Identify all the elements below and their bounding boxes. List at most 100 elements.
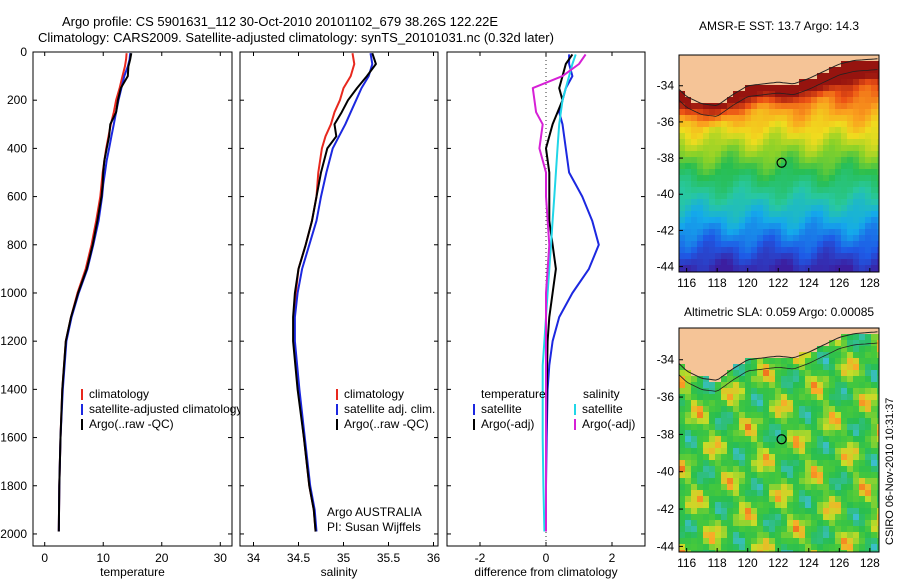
map-cell <box>817 157 823 163</box>
y-tick-label: -38 <box>657 427 675 441</box>
argo-location-marker <box>776 434 787 445</box>
map-cell <box>865 334 871 340</box>
map-cell <box>709 169 715 175</box>
map-cell <box>841 163 847 169</box>
map-cell <box>703 85 709 91</box>
map-cell <box>823 550 829 552</box>
map-cell <box>763 79 769 85</box>
map-cell <box>859 169 865 175</box>
map-cell <box>877 508 879 514</box>
map-cell <box>721 169 727 175</box>
map-cell <box>865 85 871 91</box>
map-cell <box>787 235 793 241</box>
map-cell <box>703 532 709 538</box>
map-cell <box>805 139 811 145</box>
map-cell <box>865 364 871 370</box>
map-cell <box>751 157 757 163</box>
map-cell <box>817 115 823 121</box>
map-cell <box>775 520 781 526</box>
map-cell <box>859 334 865 340</box>
map-cell <box>805 460 811 466</box>
map-cell <box>745 259 751 265</box>
map-cell <box>727 412 733 418</box>
map-cell <box>871 115 877 121</box>
x-tick-label: -2 <box>475 551 486 565</box>
map-cell <box>697 121 703 127</box>
map-cell <box>691 163 697 169</box>
map-cell <box>727 145 733 151</box>
map-cell <box>781 388 787 394</box>
map-cell <box>703 328 709 334</box>
map-cell <box>841 115 847 121</box>
map-cell <box>787 259 793 265</box>
map-cell <box>703 151 709 157</box>
map-cell <box>865 496 871 502</box>
map-cell <box>709 253 715 259</box>
map-cell <box>823 85 829 91</box>
map-cell <box>727 187 733 193</box>
map-cell <box>799 382 805 388</box>
map-cell <box>781 205 787 211</box>
map-cell <box>769 454 775 460</box>
map-cell <box>793 490 799 496</box>
x-tick-label: 35 <box>337 551 351 565</box>
map-cell <box>859 550 865 552</box>
map-cell <box>787 430 793 436</box>
map-cell <box>793 460 799 466</box>
y-tick-label: 1800 <box>0 479 27 493</box>
map-cell <box>853 61 859 67</box>
map-cell <box>685 169 691 175</box>
map-cell <box>829 67 835 73</box>
map-cell <box>721 436 727 442</box>
map-cell <box>739 328 745 334</box>
map-cell <box>763 163 769 169</box>
map-cell <box>787 478 793 484</box>
map-cell <box>799 544 805 550</box>
map-cell <box>757 532 763 538</box>
map-cell <box>727 133 733 139</box>
map-cell <box>841 91 847 97</box>
map-cell <box>799 241 805 247</box>
map-cell <box>709 235 715 241</box>
map-cell <box>733 544 739 550</box>
map-cell <box>697 436 703 442</box>
map-cell <box>727 382 733 388</box>
map-cell <box>751 328 757 334</box>
y-tick-label: -36 <box>657 390 675 404</box>
map-cell <box>829 79 835 85</box>
map-cell <box>679 265 685 271</box>
map-cell <box>829 436 835 442</box>
map-cell <box>811 61 817 67</box>
map-cell <box>775 340 781 346</box>
map-cell <box>697 115 703 121</box>
map-cell <box>829 340 835 346</box>
map-cell <box>691 133 697 139</box>
map-cell <box>727 115 733 121</box>
map-cell <box>763 430 769 436</box>
map-cell <box>679 412 685 418</box>
map-cell <box>709 127 715 133</box>
map-cell <box>793 61 799 67</box>
map-cell <box>691 199 697 205</box>
map-cell <box>877 460 879 466</box>
map-cell <box>871 382 877 388</box>
map-cell <box>817 532 823 538</box>
map-cell <box>847 466 853 472</box>
map-cell <box>715 484 721 490</box>
map-cell <box>799 430 805 436</box>
map-cell <box>745 115 751 121</box>
map-cell <box>829 538 835 544</box>
map-cell <box>691 121 697 127</box>
map-cell <box>835 358 841 364</box>
map-cell <box>775 115 781 121</box>
map-cell <box>859 97 865 103</box>
map-cell <box>745 376 751 382</box>
map-cell <box>817 265 823 271</box>
map-cell <box>847 247 853 253</box>
map-cell <box>787 73 793 79</box>
map-cell <box>763 85 769 91</box>
map-cell <box>859 370 865 376</box>
map-cell <box>739 520 745 526</box>
map-cell <box>871 97 877 103</box>
